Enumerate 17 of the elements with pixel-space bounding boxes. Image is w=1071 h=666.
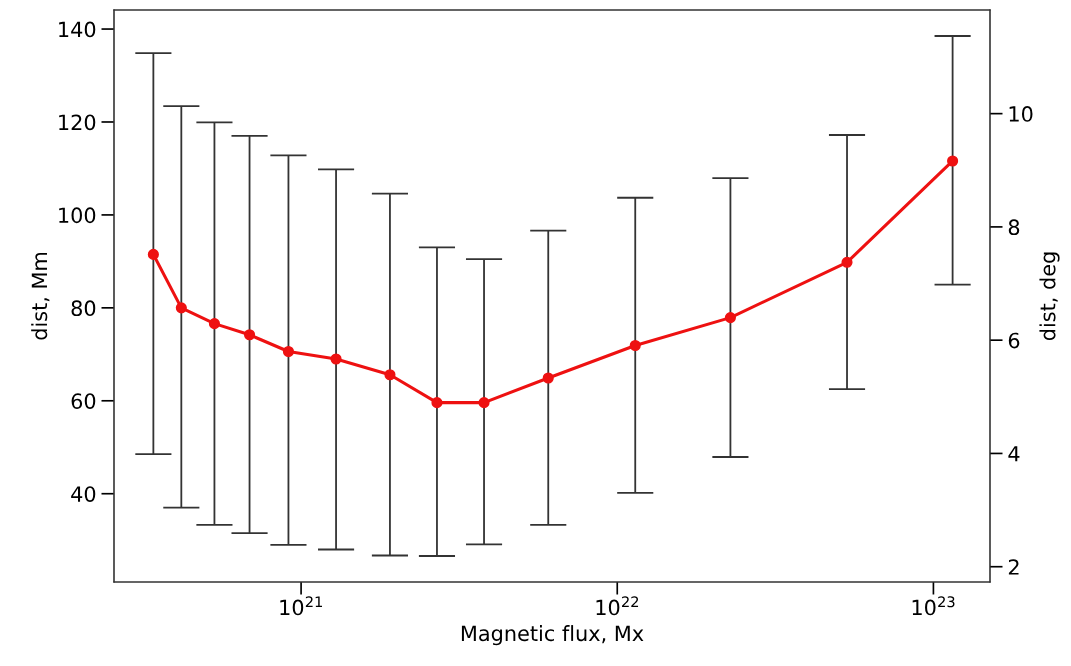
y-tick-label: 100: [59, 207, 96, 224]
y-axis-title: dist, Mm: [31, 252, 50, 340]
y2-tick-label: 10: [1009, 106, 1033, 122]
y-tick-label: 120: [59, 114, 96, 131]
y2-tick-label: 2: [1008, 559, 1019, 575]
y-tick-label: 40: [71, 486, 96, 502]
x-tick-label: 10$^{21}$: [280, 596, 322, 616]
y2-tick-label: 4: [1008, 446, 1020, 462]
y2-tick-label: 6: [1008, 332, 1020, 349]
y2-axis-title: dist, deg: [1039, 252, 1060, 341]
y-tick-label: 140: [59, 21, 96, 38]
y2-tick-label: 8: [1008, 219, 1020, 236]
y-tick-label: 80: [71, 300, 96, 317]
x-axis-title: Magnetic flux, Mx: [461, 625, 644, 646]
x-tick-label: 10$^{22}$: [596, 596, 639, 616]
y-tick-label: 60: [71, 393, 96, 409]
x-tick-label: 10$^{23}$: [912, 596, 955, 616]
